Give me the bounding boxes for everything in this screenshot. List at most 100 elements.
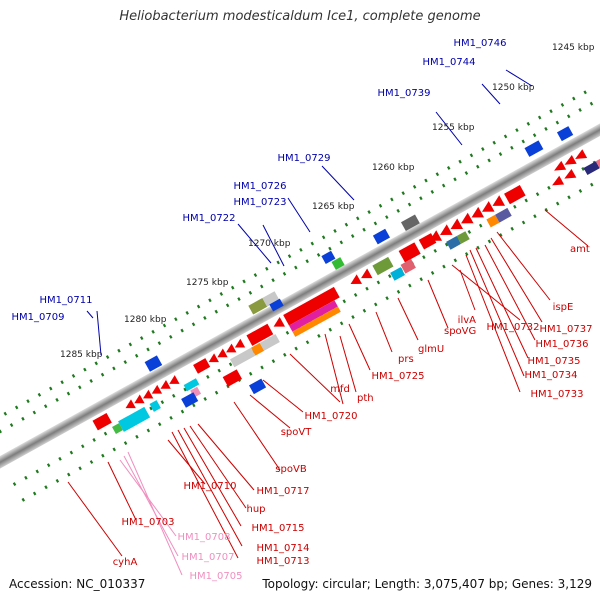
- inner-gene-label: HM1_0734: [525, 370, 578, 381]
- leader-line: [262, 224, 285, 267]
- tick-mark: [476, 245, 480, 250]
- tick-mark: [37, 392, 42, 397]
- tick-mark: [276, 260, 280, 265]
- inner-gene-label: hup: [246, 504, 265, 515]
- inner-gene-label: HM1_0733: [531, 389, 584, 400]
- tick-mark: [196, 304, 201, 309]
- inner-gene-label: spoVB: [275, 464, 307, 475]
- gene-arrow: [440, 224, 453, 235]
- tick-mark: [78, 466, 82, 471]
- tick-mark: [146, 428, 151, 433]
- tick-mark: [328, 246, 332, 251]
- leader-line: [324, 333, 344, 405]
- tick-mark: [572, 96, 576, 101]
- gene-block: [418, 233, 437, 250]
- tick-mark: [464, 252, 469, 256]
- leader-line: [96, 310, 102, 356]
- leader-line: [435, 111, 463, 146]
- tick-mark: [373, 221, 378, 226]
- tick-mark: [362, 227, 366, 232]
- tick-mark: [89, 460, 94, 464]
- tick-mark: [333, 229, 337, 233]
- tick-mark: [532, 133, 537, 138]
- tick-mark: [92, 438, 96, 442]
- tick-mark: [287, 254, 292, 259]
- tick-mark: [58, 456, 62, 461]
- tick-mark: [487, 158, 491, 163]
- leader-line: [484, 244, 536, 341]
- gene-arrow: [361, 268, 373, 279]
- kbp-tick-label: 1280 kbp: [124, 315, 167, 325]
- blue-gene: [524, 140, 544, 157]
- tick-mark: [248, 371, 253, 376]
- tick-mark: [435, 172, 440, 177]
- tick-mark: [344, 222, 349, 227]
- genome-summary: Topology: circular; Length: 3,075,407 bp…: [262, 577, 592, 591]
- map-title: Heliobacterium modesticaldum Ice1, compl…: [119, 9, 481, 24]
- tick-mark: [44, 485, 48, 490]
- gene-arrow: [482, 201, 495, 212]
- tick-mark: [217, 368, 221, 373]
- kbp-tick-labels: 1245 kbp 1250 kbp 1255 kbp 1260 kbp 1265 kbp…: [60, 43, 595, 360]
- gene-block: [193, 358, 211, 374]
- tick-mark: [353, 293, 358, 297]
- tick-mark: [339, 321, 344, 326]
- gene-block: [246, 323, 274, 346]
- tick-mark: [225, 303, 230, 308]
- inner-gene-label: HM1_0736: [536, 339, 589, 350]
- gene-block: [292, 306, 341, 337]
- leader-line: [348, 323, 371, 371]
- tick-mark: [589, 101, 594, 106]
- tick-mark: [590, 182, 594, 187]
- tick-mark: [259, 284, 264, 289]
- tick-mark: [430, 270, 435, 275]
- tick-mark: [103, 431, 108, 436]
- tick-mark: [183, 387, 187, 392]
- gene-arrow: [234, 338, 246, 348]
- tick-mark: [81, 444, 85, 449]
- gene-block: [262, 291, 280, 307]
- tick-mark: [356, 216, 360, 221]
- tick-mark: [151, 329, 155, 334]
- tick-mark: [342, 299, 347, 304]
- gene-arrow: [492, 195, 506, 206]
- gene-arrow: [169, 375, 180, 384]
- outer-gene-label: HM1_0744: [423, 57, 476, 68]
- tick-mark: [503, 134, 508, 139]
- tick-mark: [43, 404, 48, 409]
- tick-mark: [285, 330, 290, 335]
- tick-mark: [67, 472, 71, 477]
- leader-line: [339, 335, 357, 393]
- leader-line: [490, 237, 543, 323]
- tick-mark: [453, 258, 458, 263]
- tick-mark: [89, 379, 93, 383]
- tick-mark: [317, 334, 321, 338]
- tick-mark: [208, 298, 212, 303]
- inner-gene-label: HM1_0732: [487, 322, 540, 333]
- tick-mark: [192, 403, 196, 408]
- gene-block: [92, 412, 112, 431]
- tick-mark: [169, 334, 173, 339]
- inner-gene-label: HM1_0715: [252, 523, 305, 534]
- tick-mark: [214, 309, 218, 314]
- blue-gene: [556, 126, 574, 142]
- kbp-tick-label: 1255 kbp: [432, 123, 475, 133]
- tick-mark: [174, 317, 178, 322]
- tick-mark: [117, 348, 121, 353]
- tick-mark: [560, 102, 565, 107]
- gene-arrow: [134, 394, 145, 404]
- tick-mark: [555, 120, 560, 125]
- tick-mark: [433, 248, 437, 253]
- tick-mark: [299, 247, 303, 252]
- gene-arrow: [208, 353, 219, 363]
- tick-mark: [146, 347, 150, 352]
- leader-line: [496, 231, 551, 301]
- leader-line: [67, 481, 123, 557]
- tick-mark: [180, 328, 184, 333]
- tick-mark: [123, 360, 128, 365]
- tick-mark: [160, 400, 165, 405]
- gene-block: [595, 155, 600, 169]
- leader-line: [86, 310, 94, 319]
- inner-gene-label: ispE: [553, 302, 574, 313]
- inner-gene-label: prs: [398, 354, 414, 365]
